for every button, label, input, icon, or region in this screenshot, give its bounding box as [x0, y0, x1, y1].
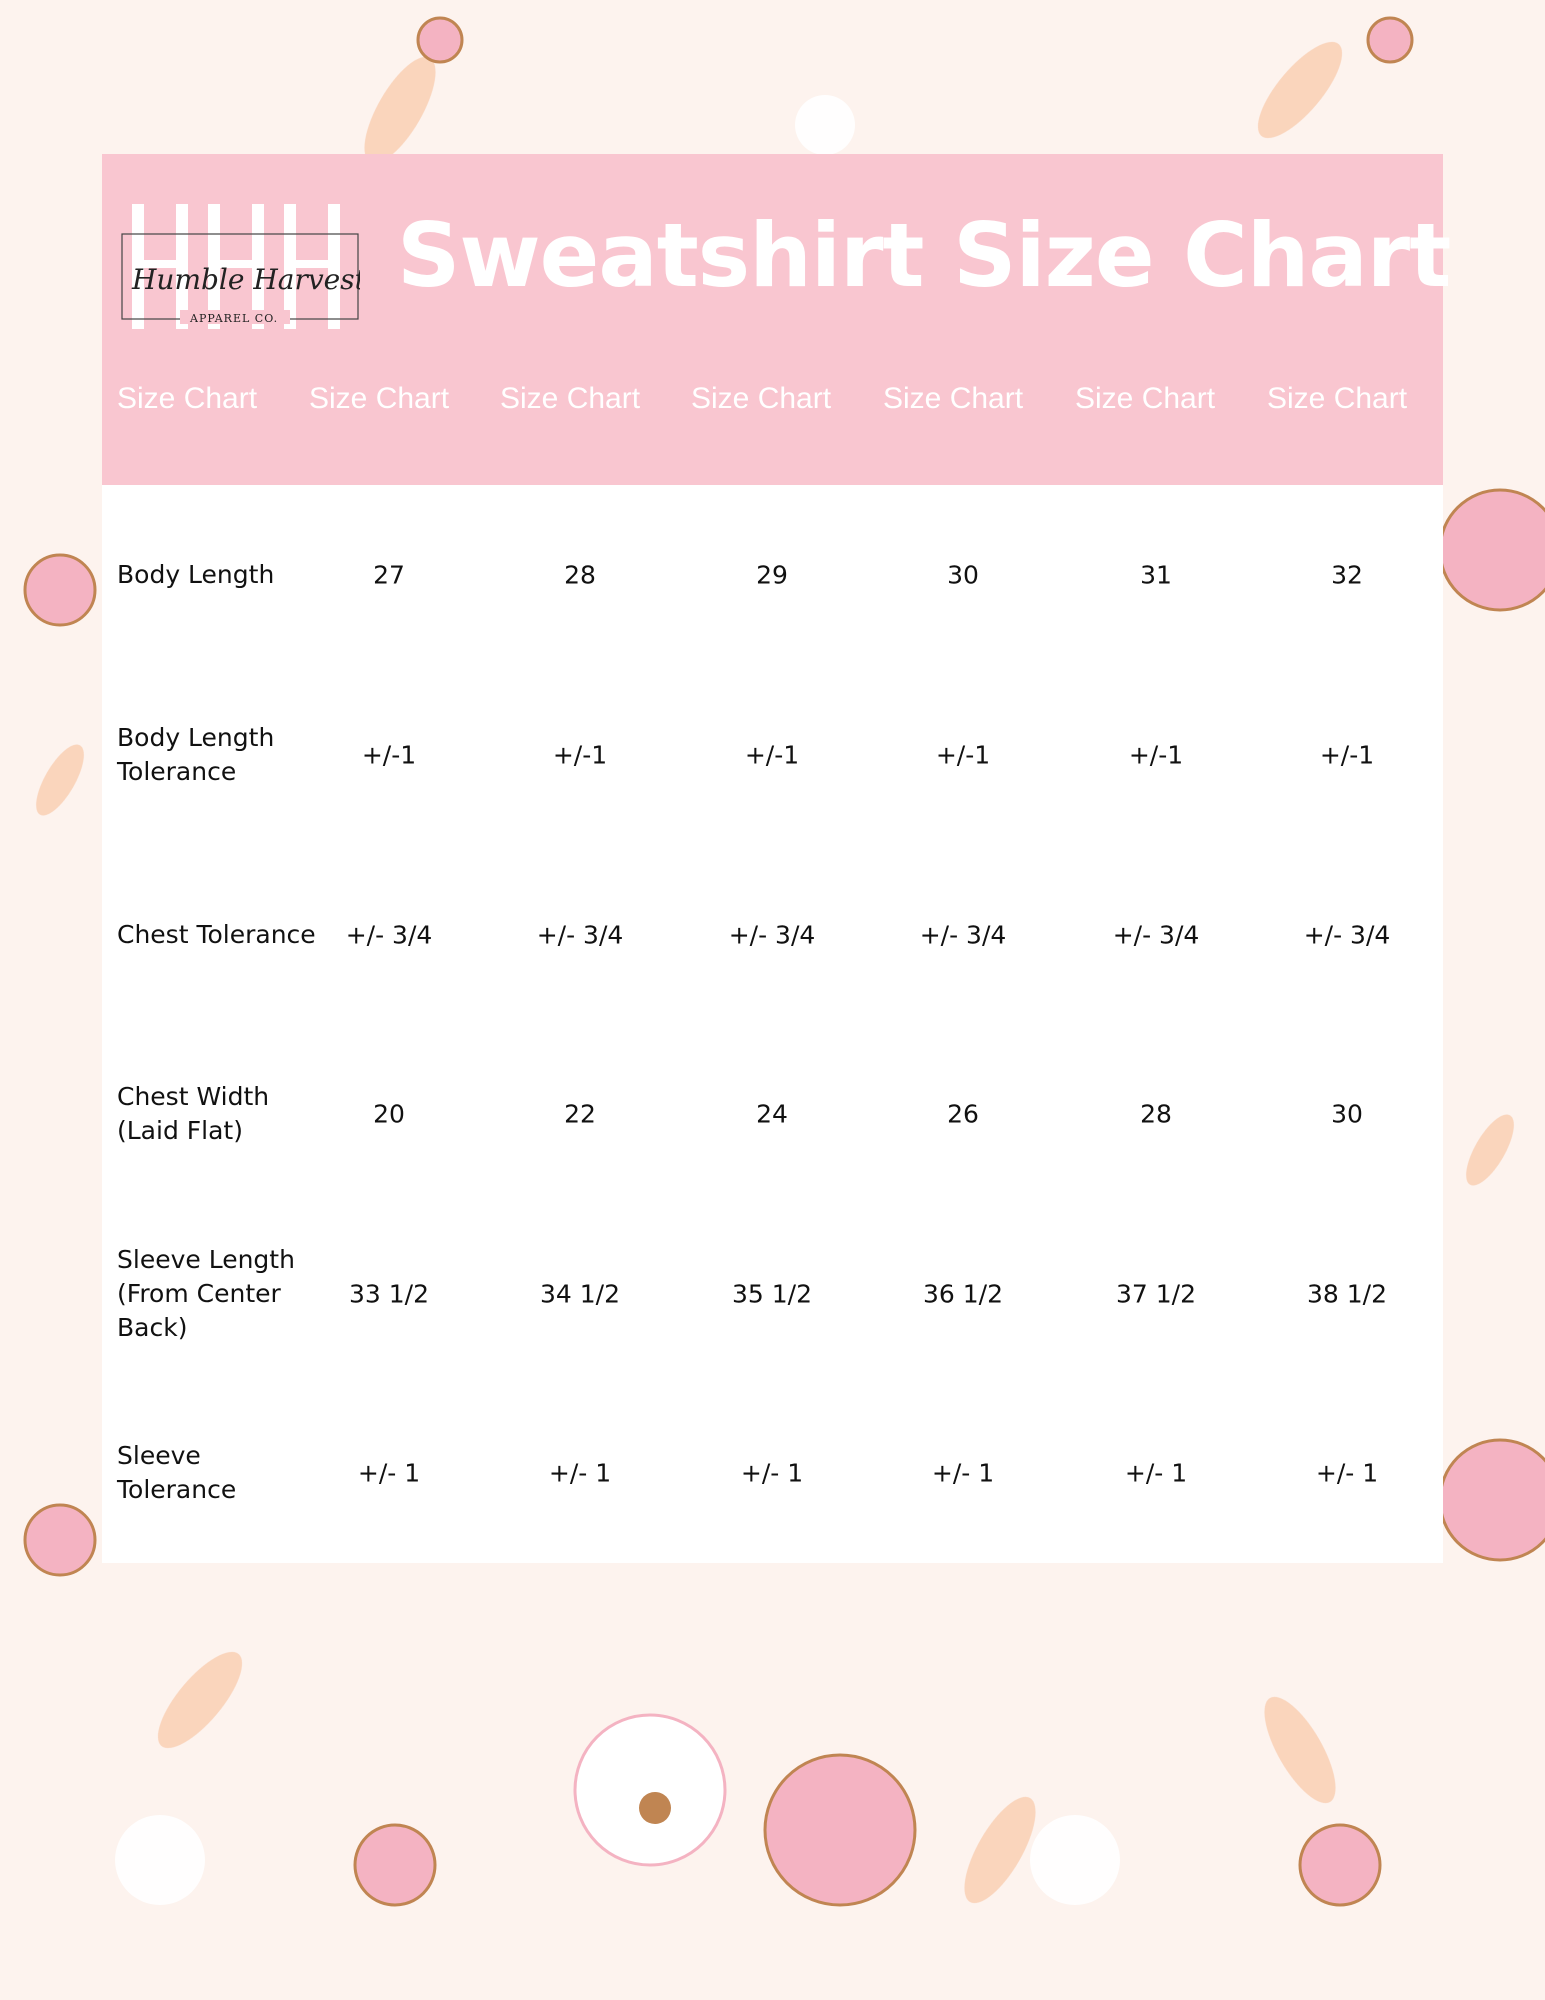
row-label: Sleeve Length (From Center Back) — [117, 1245, 295, 1342]
svg-text:Humble Harvest: Humble Harvest — [131, 263, 360, 296]
header-label: Size Chart — [1075, 382, 1216, 415]
cell-value: 36 1/2 — [923, 1279, 1003, 1309]
cell-value: 29 — [756, 560, 788, 590]
cell-value: +/- 1 — [357, 1458, 421, 1488]
svg-text:APPAREL CO.: APPAREL CO. — [189, 312, 278, 325]
cell-value: +/- 3/4 — [536, 920, 624, 950]
table-row: Body Length Tolerance +/-1 +/-1 +/-1 +/-1 +/-… — [102, 705, 1443, 805]
row-label: Sleeve Tolerance — [117, 1441, 237, 1504]
table-row: Body Length 27 28 29 30 31 32 — [102, 525, 1443, 625]
brand-logo: Humble Harvest APPAREL CO. — [121, 204, 360, 329]
cell-value: 33 1/2 — [349, 1279, 429, 1309]
cell-value: +/- 1 — [931, 1458, 995, 1488]
cell-value: 31 — [1140, 560, 1172, 590]
cell-value: +/-1 — [1319, 740, 1375, 770]
cell-value: 37 1/2 — [1116, 1279, 1196, 1309]
cell-value: +/- 1 — [548, 1458, 612, 1488]
cell-value: +/- 3/4 — [728, 920, 816, 950]
size-chart-panel: Humble Harvest APPAREL CO. Sweatshirt Si… — [102, 154, 1451, 1563]
chart-header: Humble Harvest APPAREL CO. Sweatshirt Si… — [102, 154, 1451, 485]
table-row: Chest Width (Laid Flat) 20 22 24 26 28 30 — [102, 1064, 1443, 1164]
cell-value: +/- 1 — [1315, 1458, 1379, 1488]
header-label: Size Chart — [500, 382, 641, 415]
row-label: Chest Tolerance — [117, 920, 316, 949]
table-row: Sleeve Tolerance +/- 1 +/- 1 +/- 1 +/- 1 +/- … — [102, 1423, 1443, 1523]
cell-value: +/- 1 — [740, 1458, 804, 1488]
cell-value: 35 1/2 — [732, 1279, 812, 1309]
cell-value: 38 1/2 — [1307, 1279, 1387, 1309]
cell-value: +/-1 — [744, 740, 800, 770]
cell-value: 30 — [947, 560, 979, 590]
cell-value: 28 — [1140, 1099, 1172, 1129]
cell-value: 24 — [756, 1099, 788, 1129]
cell-value: 26 — [947, 1099, 979, 1129]
cell-value: +/- 3/4 — [345, 920, 433, 950]
page-title: Sweatshirt Size Chart — [397, 204, 1451, 307]
cell-value: +/- 1 — [1124, 1458, 1188, 1488]
cell-value: 27 — [373, 560, 405, 590]
cell-value: +/-1 — [361, 740, 417, 770]
cell-value: 30 — [1331, 1099, 1363, 1129]
header-label: Size Chart — [883, 382, 1024, 415]
row-label: Body Length — [117, 560, 275, 589]
row-label: Chest Width (Laid Flat) — [117, 1082, 270, 1145]
cell-value: +/- 3/4 — [919, 920, 1007, 950]
cell-value: +/-1 — [552, 740, 608, 770]
cell-value: +/- 3/4 — [1303, 920, 1391, 950]
cell-value: 32 — [1331, 560, 1363, 590]
header-label: Size Chart — [309, 382, 450, 415]
cell-value: 28 — [564, 560, 596, 590]
cell-value: +/-1 — [935, 740, 991, 770]
header-label: Size Chart — [691, 382, 832, 415]
table-row: Chest Tolerance +/- 3/4 +/- 3/4 +/- 3/4 +/- … — [102, 885, 1443, 985]
header-label: Size Chart — [1267, 382, 1408, 415]
cell-value: +/-1 — [1128, 740, 1184, 770]
cell-value: 20 — [373, 1099, 405, 1129]
cell-value: 22 — [564, 1099, 596, 1129]
row-label: Body Length Tolerance — [117, 723, 275, 786]
cell-value: 34 1/2 — [540, 1279, 620, 1309]
cell-value: +/- 3/4 — [1112, 920, 1200, 950]
table-row: Sleeve Length (From Center Back) 33 1/2 34… — [102, 1244, 1443, 1344]
monogram-graphic — [132, 204, 340, 329]
header-label: Size Chart — [117, 382, 258, 415]
